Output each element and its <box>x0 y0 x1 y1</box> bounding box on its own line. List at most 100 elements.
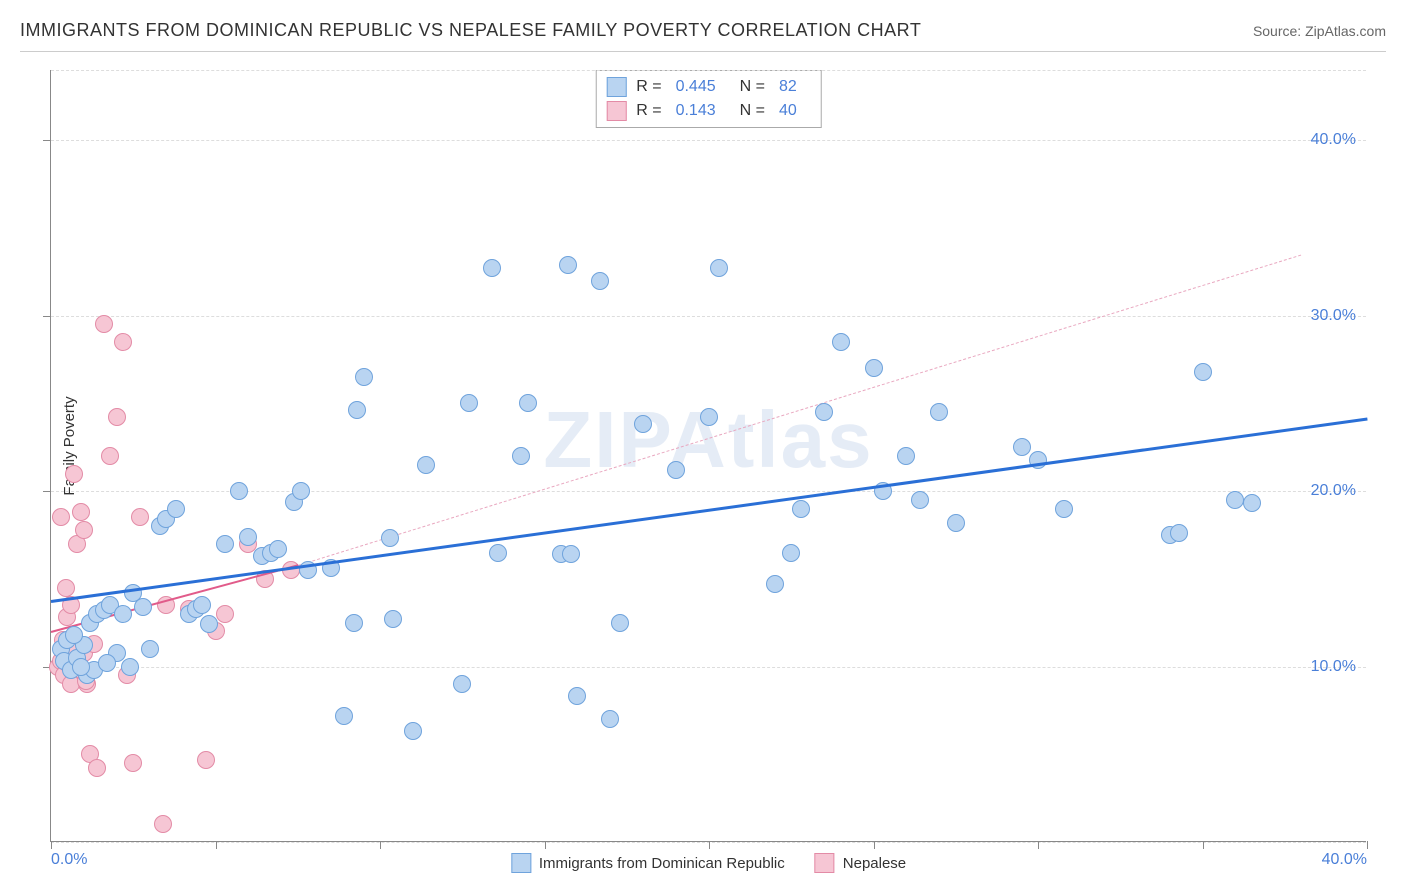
legend-row: R = 0.445 N = 82 <box>606 75 811 99</box>
correlation-legend: R =0.445N =82R =0.143N =40 <box>595 70 822 128</box>
data-point <box>710 259 728 277</box>
legend-r-label: R = <box>636 102 661 120</box>
data-point <box>1013 438 1031 456</box>
data-point <box>72 503 90 521</box>
data-point <box>404 722 422 740</box>
chart-title: IMMIGRANTS FROM DOMINICAN REPUBLIC VS NE… <box>20 20 921 41</box>
data-point <box>766 575 784 593</box>
y-tick-label: 20.0% <box>1311 482 1356 500</box>
x-tick-label: 0.0% <box>51 851 87 869</box>
y-tick <box>43 491 51 492</box>
data-point <box>95 315 113 333</box>
data-point <box>381 529 399 547</box>
x-tick <box>709 841 710 849</box>
legend-swatch <box>606 101 626 121</box>
y-tick <box>43 140 51 141</box>
data-point <box>335 707 353 725</box>
source-name: ZipAtlas.com <box>1305 23 1386 39</box>
trend-line <box>51 417 1367 602</box>
data-point <box>134 598 152 616</box>
data-point <box>634 415 652 433</box>
data-point <box>559 256 577 274</box>
data-point <box>483 259 501 277</box>
data-point <box>897 447 915 465</box>
data-point <box>121 658 139 676</box>
data-point <box>167 500 185 518</box>
data-point <box>792 500 810 518</box>
data-point <box>108 408 126 426</box>
legend-r-value: 0.445 <box>676 78 716 96</box>
legend-item: Nepalese <box>815 853 906 873</box>
data-point <box>88 759 106 777</box>
data-point <box>562 545 580 563</box>
data-point <box>101 447 119 465</box>
legend-n-value: 82 <box>779 78 797 96</box>
data-point <box>519 394 537 412</box>
legend-n-label: N = <box>740 78 765 96</box>
data-point <box>489 544 507 562</box>
series-legend: Immigrants from Dominican Republic Nepale… <box>511 853 906 873</box>
x-tick <box>51 841 52 849</box>
scatter-plot-area: ZIPAtlas R =0.445N =82R =0.143N =40 Immi… <box>50 70 1366 842</box>
legend-r-label: R = <box>636 78 661 96</box>
data-point <box>1226 491 1244 509</box>
data-point <box>355 368 373 386</box>
data-point <box>154 815 172 833</box>
data-point <box>1243 494 1261 512</box>
legend-swatch <box>606 77 626 97</box>
data-point <box>72 658 90 676</box>
data-point <box>75 521 93 539</box>
data-point <box>667 461 685 479</box>
data-point <box>611 614 629 632</box>
data-point <box>453 675 471 693</box>
data-point <box>512 447 530 465</box>
legend-n-label: N = <box>740 102 765 120</box>
data-point <box>65 626 83 644</box>
data-point <box>1170 524 1188 542</box>
gridline <box>51 70 1366 71</box>
data-point <box>345 614 363 632</box>
gridline <box>51 667 1366 668</box>
x-tick <box>1203 841 1204 849</box>
y-tick-label: 10.0% <box>1311 658 1356 676</box>
data-point <box>230 482 248 500</box>
x-tick <box>380 841 381 849</box>
data-point <box>216 535 234 553</box>
data-point <box>65 465 83 483</box>
legend-item: Immigrants from Dominican Republic <box>511 853 785 873</box>
data-point <box>200 615 218 633</box>
data-point <box>98 654 116 672</box>
data-point <box>131 508 149 526</box>
y-tick-label: 40.0% <box>1311 131 1356 149</box>
data-point <box>348 401 366 419</box>
data-point <box>947 514 965 532</box>
x-tick <box>1038 841 1039 849</box>
data-point <box>193 596 211 614</box>
data-point <box>1055 500 1073 518</box>
gridline <box>51 491 1366 492</box>
source-label: Source: <box>1253 23 1305 39</box>
legend-swatch <box>511 853 531 873</box>
data-point <box>114 333 132 351</box>
data-point <box>1194 363 1212 381</box>
data-point <box>911 491 929 509</box>
data-point <box>601 710 619 728</box>
legend-r-value: 0.143 <box>676 102 716 120</box>
x-tick <box>545 841 546 849</box>
data-point <box>384 610 402 628</box>
data-point <box>417 456 435 474</box>
data-point <box>57 579 75 597</box>
data-point <box>124 754 142 772</box>
data-point <box>782 544 800 562</box>
data-point <box>239 528 257 546</box>
data-point <box>832 333 850 351</box>
data-point <box>865 359 883 377</box>
x-tick <box>874 841 875 849</box>
data-point <box>269 540 287 558</box>
title-bar: IMMIGRANTS FROM DOMINICAN REPUBLIC VS NE… <box>20 20 1386 52</box>
data-point <box>815 403 833 421</box>
legend-row: R =0.143N =40 <box>606 99 811 123</box>
data-point <box>216 605 234 623</box>
data-point <box>568 687 586 705</box>
trend-extrapolated <box>298 254 1302 566</box>
